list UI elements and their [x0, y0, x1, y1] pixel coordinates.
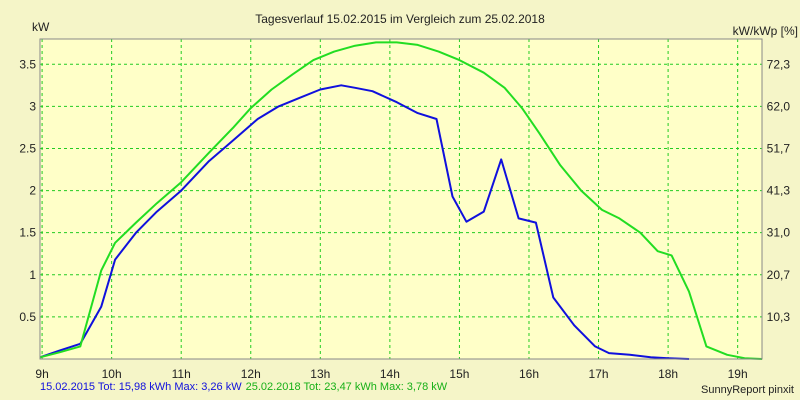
footer-summary: 15.02.2015 Tot: 15,98 kWh Max: 3,26 kW 25… — [40, 381, 451, 393]
credit-text: SunnyReport pinxit — [701, 384, 794, 396]
series-lines — [39, 41, 763, 360]
series-line-1 — [39, 84, 690, 360]
footer-series-1: 15.02.2015 Tot: 15,98 kWh Max: 3,26 kW — [40, 381, 242, 393]
y-left-tick-label: 2.5 — [19, 141, 36, 155]
x-tick-label: 17h — [589, 367, 609, 381]
x-tick-label: 13h — [310, 367, 330, 381]
y-left-tick-label: 3.5 — [19, 57, 36, 71]
x-tick-label: 18h — [658, 367, 678, 381]
x-tick-label: 16h — [519, 367, 539, 381]
x-tick-label: 14h — [380, 367, 400, 381]
y-right-tick-label: 20,7 — [767, 268, 791, 282]
y-right-tick-label: 41,3 — [767, 184, 791, 198]
left-axis-label: kW — [32, 20, 50, 34]
y-left-tick-label: 0.5 — [19, 310, 36, 324]
y-left-tick-label: 3 — [29, 99, 36, 113]
tick-labels: 9h 10h 11h 12h 13h 14h 15h 16h 17h 18h 19h 0.5 1 1.5 2… — [19, 57, 790, 381]
x-tick-label: 9h — [35, 367, 48, 381]
y-right-tick-label: 62,0 — [767, 99, 791, 113]
plot-area — [40, 39, 762, 359]
x-tick-label: 11h — [172, 367, 191, 381]
footer-series-2: 25.02.2018 Tot: 23,47 kWh Max: 3,78 kW — [245, 381, 448, 393]
series-line-2 — [39, 41, 763, 360]
x-tick-label: 15h — [449, 367, 469, 381]
plot-frame — [39, 38, 763, 360]
chart-title: Tagesverlauf 15.02.2015 im Vergleich zum… — [255, 12, 545, 26]
x-tick-label: 10h — [102, 367, 122, 381]
x-tick-label: 19h — [728, 367, 748, 381]
y-left-tick-label: 1.5 — [19, 226, 36, 240]
y-right-tick-label: 51,7 — [767, 141, 791, 155]
y-right-tick-label: 10,3 — [767, 310, 791, 324]
x-tick-label: 12h — [241, 367, 261, 381]
y-left-tick-label: 1 — [29, 268, 36, 282]
y-right-tick-label: 72,3 — [767, 57, 791, 71]
y-left-tick-label: 2 — [29, 184, 36, 198]
y-right-tick-label: 31,0 — [767, 226, 791, 240]
right-axis-label: kW/kWp [%] — [733, 24, 798, 38]
grid-lines — [40, 39, 762, 359]
